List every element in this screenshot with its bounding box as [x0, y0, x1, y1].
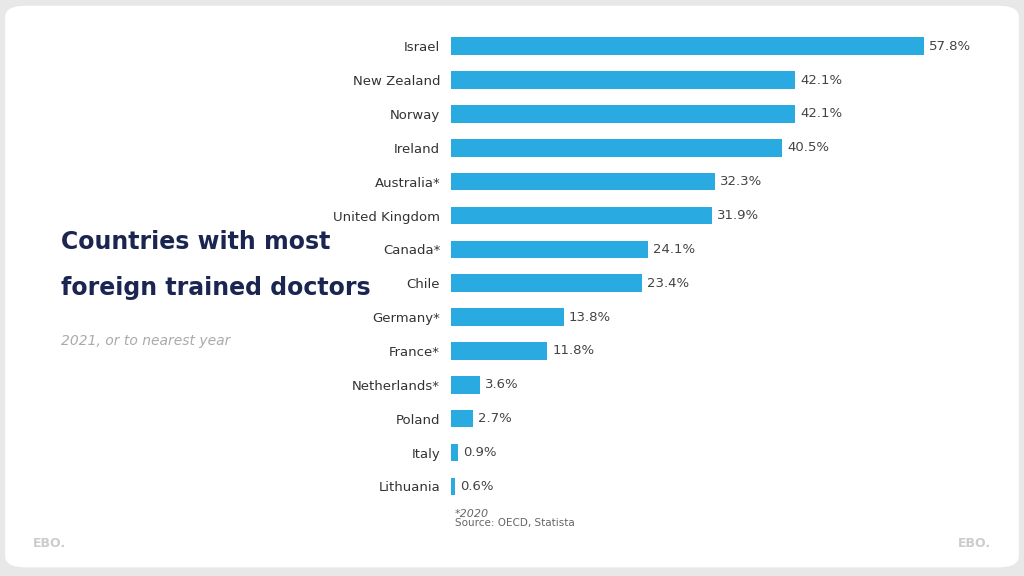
Text: 11.8%: 11.8%: [552, 344, 594, 358]
Text: 23.4%: 23.4%: [647, 276, 689, 290]
Text: 42.1%: 42.1%: [801, 108, 843, 120]
Text: EBO.: EBO.: [958, 537, 991, 550]
Text: EBO.: EBO.: [33, 537, 66, 550]
Text: foreign trained doctors: foreign trained doctors: [61, 276, 371, 301]
Bar: [451, 274, 642, 292]
Bar: [451, 241, 648, 258]
Bar: [451, 71, 796, 89]
Bar: [451, 173, 715, 191]
Text: 0.9%: 0.9%: [463, 446, 497, 459]
Bar: [451, 444, 458, 461]
Bar: [451, 207, 712, 224]
Text: 3.6%: 3.6%: [485, 378, 518, 391]
Bar: [451, 410, 473, 427]
Text: 0.6%: 0.6%: [461, 480, 494, 493]
Text: 31.9%: 31.9%: [717, 209, 759, 222]
Bar: [451, 478, 456, 495]
Text: Source: OECD, Statista: Source: OECD, Statista: [455, 518, 574, 528]
Bar: [451, 342, 547, 360]
Text: *2020: *2020: [455, 509, 488, 520]
Text: Countries with most: Countries with most: [61, 230, 331, 255]
Text: 24.1%: 24.1%: [653, 243, 695, 256]
Bar: [451, 139, 782, 157]
Text: 57.8%: 57.8%: [929, 40, 971, 53]
Text: 13.8%: 13.8%: [568, 310, 610, 324]
Text: 42.1%: 42.1%: [801, 74, 843, 86]
Bar: [451, 105, 796, 123]
Text: 40.5%: 40.5%: [787, 141, 829, 154]
Bar: [451, 37, 924, 55]
Text: 2.7%: 2.7%: [477, 412, 511, 425]
Text: 2021, or to nearest year: 2021, or to nearest year: [61, 334, 230, 348]
Bar: [451, 376, 480, 393]
Text: 32.3%: 32.3%: [720, 175, 762, 188]
Bar: [451, 308, 563, 326]
FancyBboxPatch shape: [5, 6, 1019, 567]
